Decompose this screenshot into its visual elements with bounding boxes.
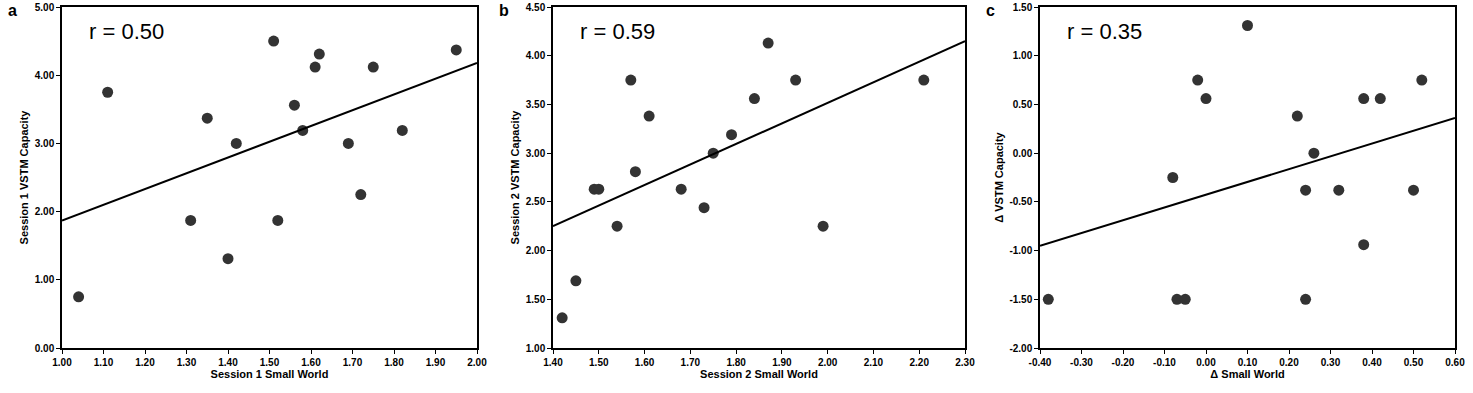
svg-text:0.50: 0.50: [1013, 99, 1033, 110]
svg-text:0.60: 0.60: [1445, 357, 1465, 368]
svg-text:5.00: 5.00: [35, 2, 55, 13]
svg-text:b: b: [499, 2, 509, 19]
svg-text:r = 0.50: r = 0.50: [89, 19, 164, 44]
svg-text:1.00: 1.00: [526, 343, 546, 354]
svg-text:2.50: 2.50: [526, 196, 546, 207]
svg-text:r = 0.35: r = 0.35: [1067, 19, 1142, 44]
svg-text:0.20: 0.20: [1279, 357, 1299, 368]
svg-text:-0.20: -0.20: [1112, 357, 1135, 368]
svg-text:4.50: 4.50: [526, 2, 546, 13]
svg-text:a: a: [8, 2, 17, 19]
svg-text:3.50: 3.50: [526, 99, 546, 110]
svg-text:-2.00: -2.00: [1009, 343, 1032, 354]
svg-text:0.40: 0.40: [1362, 357, 1382, 368]
svg-text:3.00: 3.00: [35, 138, 55, 149]
svg-text:3.00: 3.00: [526, 148, 546, 159]
svg-text:-1.50: -1.50: [1009, 294, 1032, 305]
svg-text:0.00: 0.00: [35, 343, 55, 354]
svg-text:2.00: 2.00: [467, 357, 487, 368]
svg-text:0.50: 0.50: [1404, 357, 1424, 368]
svg-text:Δ Small World: Δ Small World: [1210, 368, 1284, 380]
svg-text:Session 1 Small World: Session 1 Small World: [211, 368, 329, 380]
svg-text:1.30: 1.30: [177, 357, 197, 368]
svg-text:1.60: 1.60: [635, 357, 655, 368]
svg-text:1.80: 1.80: [726, 357, 746, 368]
svg-text:1.60: 1.60: [301, 357, 321, 368]
svg-text:r = 0.59: r = 0.59: [580, 19, 655, 44]
svg-text:1.50: 1.50: [589, 357, 609, 368]
svg-text:-0.40: -0.40: [1029, 357, 1052, 368]
svg-text:-1.00: -1.00: [1009, 245, 1032, 256]
svg-text:-0.30: -0.30: [1070, 357, 1093, 368]
svg-text:1.70: 1.70: [681, 357, 701, 368]
svg-text:1.90: 1.90: [772, 357, 792, 368]
svg-text:1.20: 1.20: [135, 357, 155, 368]
svg-text:2.10: 2.10: [864, 357, 884, 368]
svg-text:Δ VSTM Capacity: Δ VSTM Capacity: [993, 131, 1005, 222]
svg-text:1.00: 1.00: [52, 357, 72, 368]
svg-text:1.10: 1.10: [94, 357, 114, 368]
svg-text:2.00: 2.00: [526, 245, 546, 256]
svg-text:4.00: 4.00: [526, 50, 546, 61]
svg-text:c: c: [986, 2, 995, 19]
svg-text:0.30: 0.30: [1321, 357, 1341, 368]
svg-text:2.20: 2.20: [909, 357, 929, 368]
svg-text:1.00: 1.00: [35, 274, 55, 285]
svg-text:Session 2 VSTM Capacity: Session 2 VSTM Capacity: [509, 110, 521, 245]
svg-text:2.00: 2.00: [35, 206, 55, 217]
svg-text:2.00: 2.00: [818, 357, 838, 368]
svg-text:Session 1 VSTM Capacity: Session 1 VSTM Capacity: [18, 110, 30, 245]
svg-text:1.40: 1.40: [218, 357, 238, 368]
svg-text:0.10: 0.10: [1238, 357, 1258, 368]
svg-text:1.90: 1.90: [426, 357, 446, 368]
svg-text:2.30: 2.30: [955, 357, 975, 368]
svg-text:-0.10: -0.10: [1153, 357, 1176, 368]
svg-text:-0.50: -0.50: [1009, 196, 1032, 207]
svg-text:1.50: 1.50: [1013, 2, 1033, 13]
svg-text:0.00: 0.00: [1013, 148, 1033, 159]
svg-text:1.00: 1.00: [1013, 50, 1033, 61]
svg-text:1.50: 1.50: [526, 294, 546, 305]
svg-text:1.80: 1.80: [384, 357, 404, 368]
svg-text:1.70: 1.70: [343, 357, 363, 368]
svg-text:0.00: 0.00: [1196, 357, 1216, 368]
svg-text:1.40: 1.40: [543, 357, 563, 368]
svg-text:1.50: 1.50: [260, 357, 280, 368]
svg-text:4.00: 4.00: [35, 70, 55, 81]
svg-text:Session 2 Small World: Session 2 Small World: [700, 368, 818, 380]
